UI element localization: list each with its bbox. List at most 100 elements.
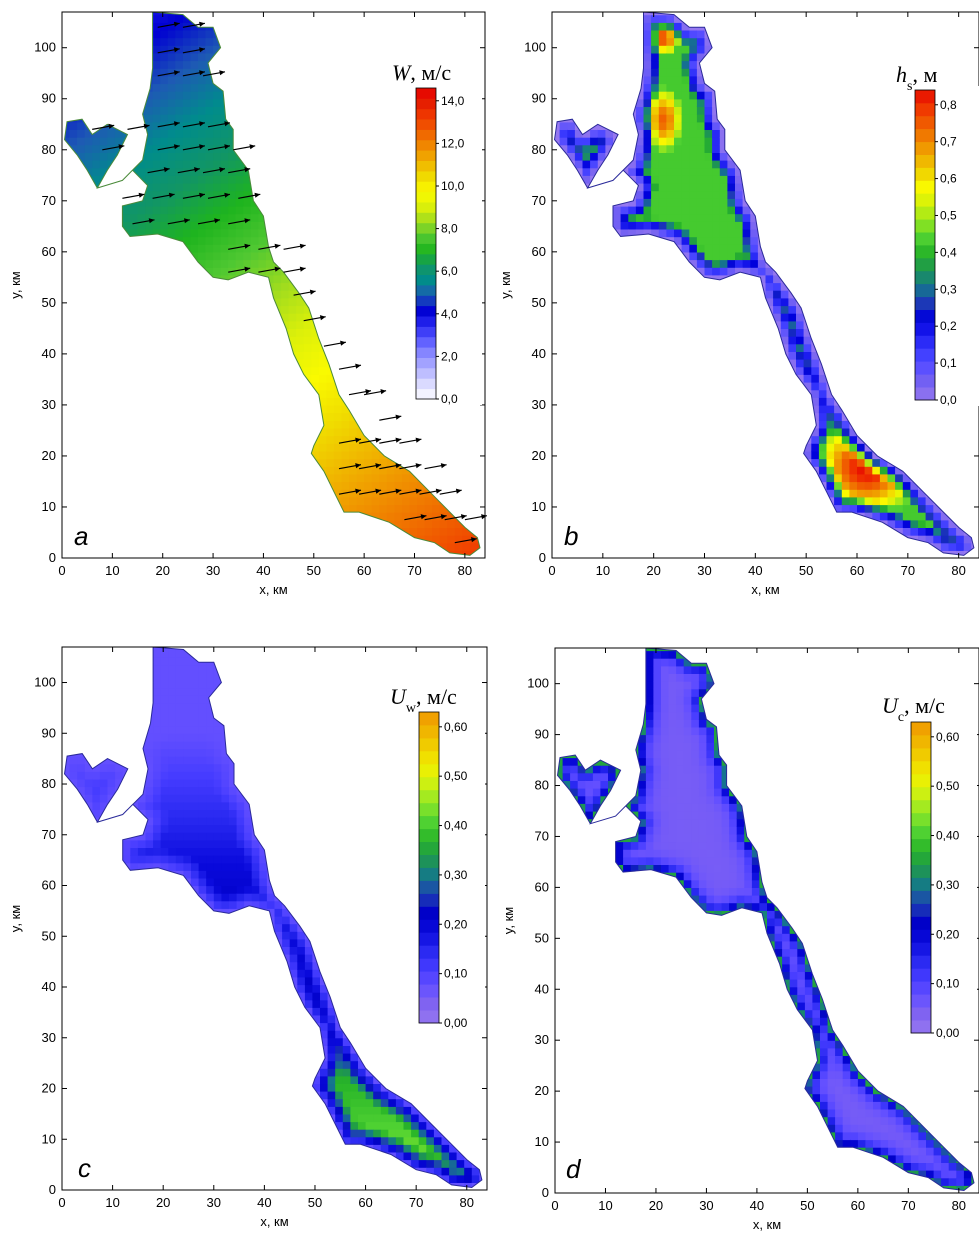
field-cell [318,458,327,467]
field-cell [175,205,184,215]
field-cell [689,228,698,238]
field-cell [288,297,297,307]
field-cell [380,1136,389,1145]
field-cell [873,1070,882,1079]
field-cell [403,1136,412,1145]
field-cell [653,780,662,789]
field-cell [394,473,403,483]
field-cell [797,963,806,972]
field-cell [114,213,124,222]
field-cell [99,748,109,757]
wind-arrow-head [395,488,402,494]
field-cell [704,114,713,123]
field-cell [228,91,237,100]
field-cell [653,879,662,888]
field-cell [145,839,154,848]
colorbar-swatch [911,773,931,788]
field-cell [719,205,728,215]
field-cell [235,259,244,268]
field-cell [333,473,343,483]
colorbar-swatch [419,1010,439,1024]
field-cell [645,833,655,843]
y-tick-label: 40 [535,981,549,996]
field-cell [244,809,253,818]
field-cell [243,167,252,176]
field-cell [645,749,655,759]
field-cell [887,504,896,513]
field-cell [160,801,169,810]
field-cell [750,297,759,307]
field-cell [773,313,782,322]
field-cell [681,121,690,130]
field-cell [811,397,820,406]
y-tick-label: 40 [42,979,56,994]
field-cell [910,542,919,551]
field-cell [683,887,692,896]
field-cell [198,152,207,161]
field-cell [456,1151,465,1161]
field-cell [926,1162,935,1171]
field-cell [198,106,207,115]
field-cell [198,221,207,230]
field-cell [84,167,93,176]
field-cell [691,879,700,888]
field-cell [221,847,230,856]
field-cell [834,412,843,421]
x-axis-label: x, км [753,1217,781,1232]
field-cell [190,175,199,184]
field-cell [698,765,708,774]
field-cell [643,198,652,207]
wind-arrow-head [138,192,145,198]
field-cell [265,305,275,314]
field-cell [570,742,579,751]
field-cell [153,809,162,818]
field-cell [69,756,78,765]
field-cell [182,175,192,184]
field-cell [84,778,93,788]
wind-arrow-head [244,266,251,272]
field-cell [696,244,706,253]
field-cell [167,83,176,92]
field-cell [297,961,306,970]
colorbar-swatch [915,296,935,310]
colorbar-swatch [911,890,931,904]
field-cell [122,877,131,887]
field-cell [835,1070,844,1079]
field-cell [592,803,602,812]
field-cell [228,190,237,199]
field-cell [160,182,169,192]
field-cell [864,512,873,521]
field-cell [698,826,708,835]
field-cell [676,673,685,682]
field-cell [925,504,934,513]
wind-arrow-head [471,537,477,543]
field-cell [167,152,176,161]
field-cell [69,129,78,138]
field-cell [153,748,162,757]
field-cell [651,175,660,184]
field-cell [643,114,652,123]
field-cell [221,786,230,795]
field-cell [910,1177,920,1186]
field-cell [418,1144,427,1153]
field-cell [689,106,698,115]
field-cell [674,144,683,153]
field-cell [409,512,418,521]
field-cell [812,994,821,1003]
field-cell [183,763,192,772]
field-cell [236,756,245,765]
field-cell [895,527,904,536]
field-cell [780,305,789,314]
field-cell [653,742,662,751]
field-cell [698,772,708,781]
field-cell [706,833,715,843]
field-cell [312,999,321,1008]
wind-arrow-head [319,315,326,321]
field-cell [796,389,805,398]
field-cell [653,726,662,736]
field-cell [683,811,692,820]
field-cell [698,711,708,720]
field-cell [804,1032,814,1041]
field-cell [666,129,675,138]
field-cell [796,343,805,352]
